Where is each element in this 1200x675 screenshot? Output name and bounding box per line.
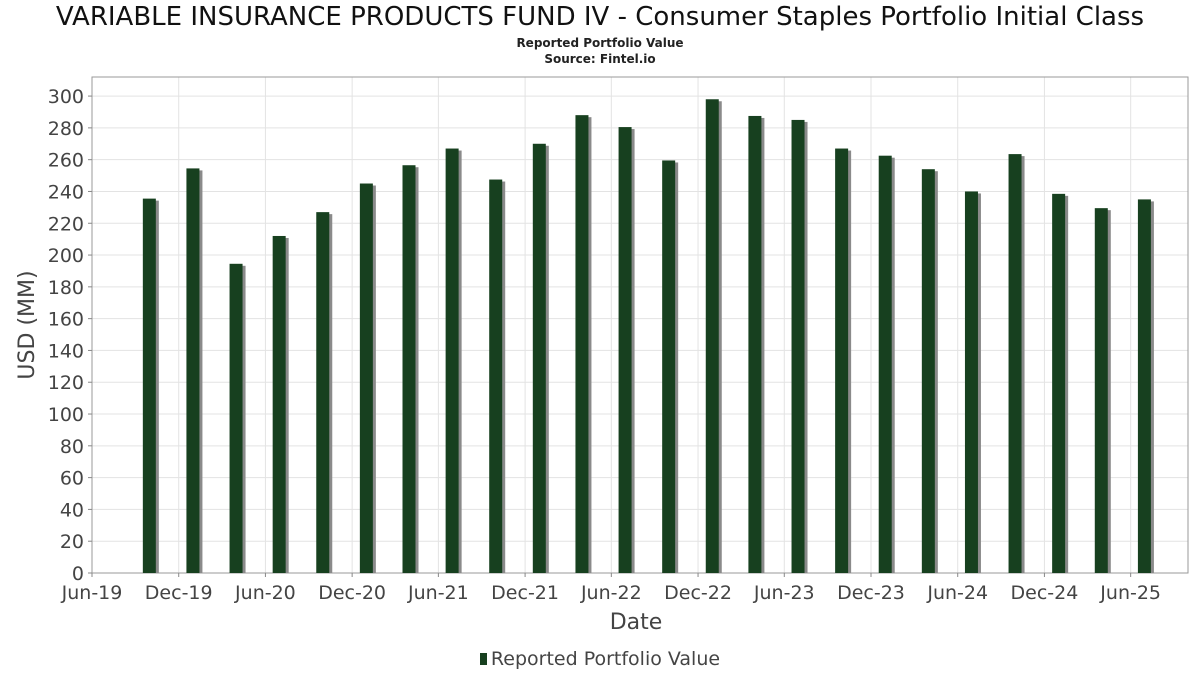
x-tick-label: Jun-25 bbox=[1099, 582, 1161, 604]
x-tick-label: Jun-23 bbox=[753, 582, 815, 604]
bar bbox=[1094, 208, 1108, 573]
bar bbox=[662, 160, 676, 573]
y-tick-label: 100 bbox=[48, 404, 84, 426]
bar bbox=[835, 148, 849, 574]
chart-title: VARIABLE INSURANCE PRODUCTS FUND IV - Co… bbox=[55, 2, 1145, 32]
y-tick-label: 140 bbox=[48, 340, 84, 362]
bar bbox=[402, 165, 416, 573]
bar bbox=[532, 143, 546, 573]
bar bbox=[705, 99, 719, 573]
bar bbox=[748, 115, 762, 573]
bar bbox=[575, 115, 589, 574]
y-tick-label: 280 bbox=[48, 118, 84, 140]
bar bbox=[1008, 154, 1022, 573]
y-tick-label: 220 bbox=[48, 213, 84, 235]
y-tick-label: 120 bbox=[48, 372, 84, 394]
bar bbox=[921, 169, 935, 573]
bar bbox=[791, 119, 805, 573]
legend: Reported Portfolio Value bbox=[0, 648, 1200, 670]
chart-source: Source: Fintel.io bbox=[544, 52, 656, 66]
y-tick-label: 80 bbox=[60, 436, 84, 458]
x-tick-label: Jun-22 bbox=[580, 582, 642, 604]
bar bbox=[878, 155, 892, 573]
y-tick-label: 160 bbox=[48, 309, 84, 331]
bar bbox=[1137, 199, 1151, 573]
bar bbox=[489, 179, 503, 574]
x-tick-label: Dec-24 bbox=[1011, 582, 1079, 604]
bar bbox=[186, 168, 200, 573]
bar bbox=[229, 263, 243, 573]
legend-label: Reported Portfolio Value bbox=[490, 648, 721, 670]
y-tick-label: 20 bbox=[60, 531, 84, 553]
x-axis-label: Date bbox=[610, 610, 663, 635]
axes-layer: 0 20 40 60 80 100 120 140 160 180 200 220 240 260 280 3… bbox=[48, 86, 1161, 604]
bars-layer bbox=[142, 99, 1154, 574]
y-axis-label: USD (MM) bbox=[15, 270, 40, 379]
x-tick-label: Dec-20 bbox=[318, 582, 386, 604]
x-tick-label: Dec-22 bbox=[664, 582, 732, 604]
x-tick-label: Dec-21 bbox=[491, 582, 559, 604]
bar bbox=[272, 235, 286, 573]
y-tick-label: 260 bbox=[48, 150, 84, 172]
y-tick-label: 0 bbox=[72, 563, 84, 585]
x-tick-label: Jun-19 bbox=[61, 582, 123, 604]
bar bbox=[316, 212, 330, 573]
x-tick-label: Jun-21 bbox=[407, 582, 469, 604]
y-tick-label: 40 bbox=[60, 499, 84, 521]
bar bbox=[964, 191, 978, 573]
x-tick-label: Dec-23 bbox=[837, 582, 905, 604]
y-tick-label: 60 bbox=[60, 468, 84, 490]
bar bbox=[359, 183, 373, 573]
x-tick-label: Jun-20 bbox=[234, 582, 296, 604]
chart-subtitle: Reported Portfolio Value bbox=[516, 36, 684, 50]
bar bbox=[445, 148, 459, 574]
x-tick-label: Jun-24 bbox=[926, 582, 988, 604]
bar bbox=[142, 198, 156, 573]
bar bbox=[618, 127, 632, 574]
y-tick-label: 200 bbox=[48, 245, 84, 267]
y-tick-label: 300 bbox=[48, 86, 84, 108]
plot-frame bbox=[91, 76, 1189, 574]
x-tick-label: Dec-19 bbox=[145, 582, 213, 604]
bar bbox=[1052, 193, 1066, 573]
y-tick-label: 240 bbox=[48, 181, 84, 203]
y-tick-label: 180 bbox=[48, 277, 84, 299]
legend-swatch bbox=[479, 653, 487, 665]
